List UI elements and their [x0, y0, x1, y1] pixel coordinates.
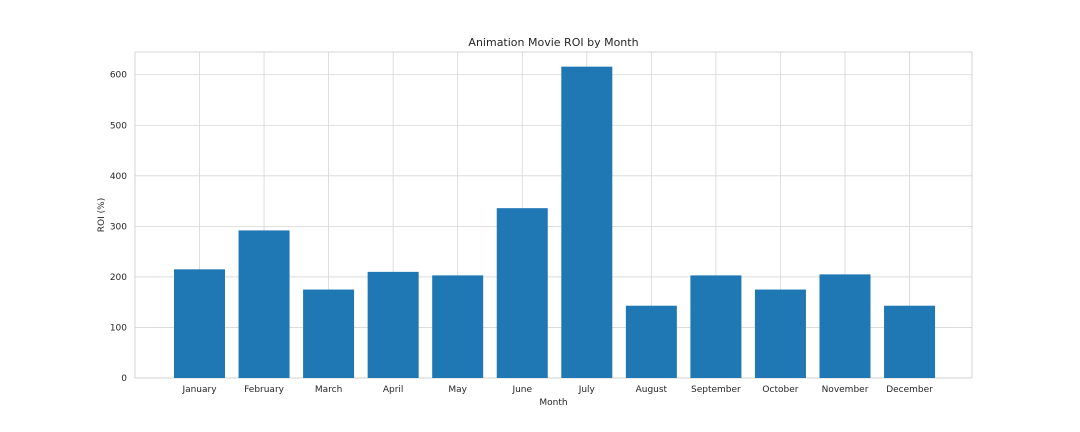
x-tick-label-march: March	[315, 385, 342, 395]
plot-area-frame	[134, 51, 973, 379]
bar-april	[367, 271, 419, 378]
x-tick-label-october: October	[762, 385, 798, 395]
bar-december	[884, 305, 936, 378]
x-tick-label-january: January	[181, 385, 217, 395]
x-axis-label: Month	[539, 398, 567, 408]
bar-march	[303, 289, 355, 378]
x-tick-label-december: December	[886, 385, 933, 395]
bar-june	[496, 208, 548, 378]
bar-september	[690, 275, 742, 378]
y-tick-label: 0	[121, 374, 127, 384]
bar-november	[819, 274, 871, 378]
bar-october	[754, 289, 806, 378]
x-tick-label-february: February	[244, 385, 285, 395]
x-tick-label-april: April	[383, 385, 404, 395]
y-tick-label: 100	[110, 323, 127, 333]
x-tick-label-august: August	[636, 385, 668, 395]
x-tick-label-june: June	[511, 385, 532, 395]
bar-february	[238, 230, 290, 378]
y-tick-label: 200	[110, 273, 127, 283]
x-tick-label-july: July	[578, 385, 596, 395]
x-tick-label-november: November	[822, 385, 869, 395]
bar-may	[432, 275, 484, 378]
bars	[174, 66, 936, 379]
y-tick-label: 600	[110, 71, 127, 81]
x-tick-label-september: September	[691, 385, 741, 395]
y-tick-labels: 0 100 200 300 400 500 600	[110, 71, 127, 384]
x-tick-label-may: May	[448, 385, 467, 395]
y-tick-label: 500	[110, 121, 127, 131]
y-tick-label: 300	[110, 222, 127, 232]
bar-january	[174, 269, 225, 378]
y-tick-label: 400	[110, 172, 127, 182]
y-axis-label: ROI (%)	[97, 198, 107, 232]
chart-title: Animation Movie ROI by Month	[468, 36, 638, 49]
bar-july	[561, 66, 613, 379]
bar-august	[625, 305, 677, 378]
x-tick-labels: January February March April May June July Augu…	[181, 385, 933, 395]
